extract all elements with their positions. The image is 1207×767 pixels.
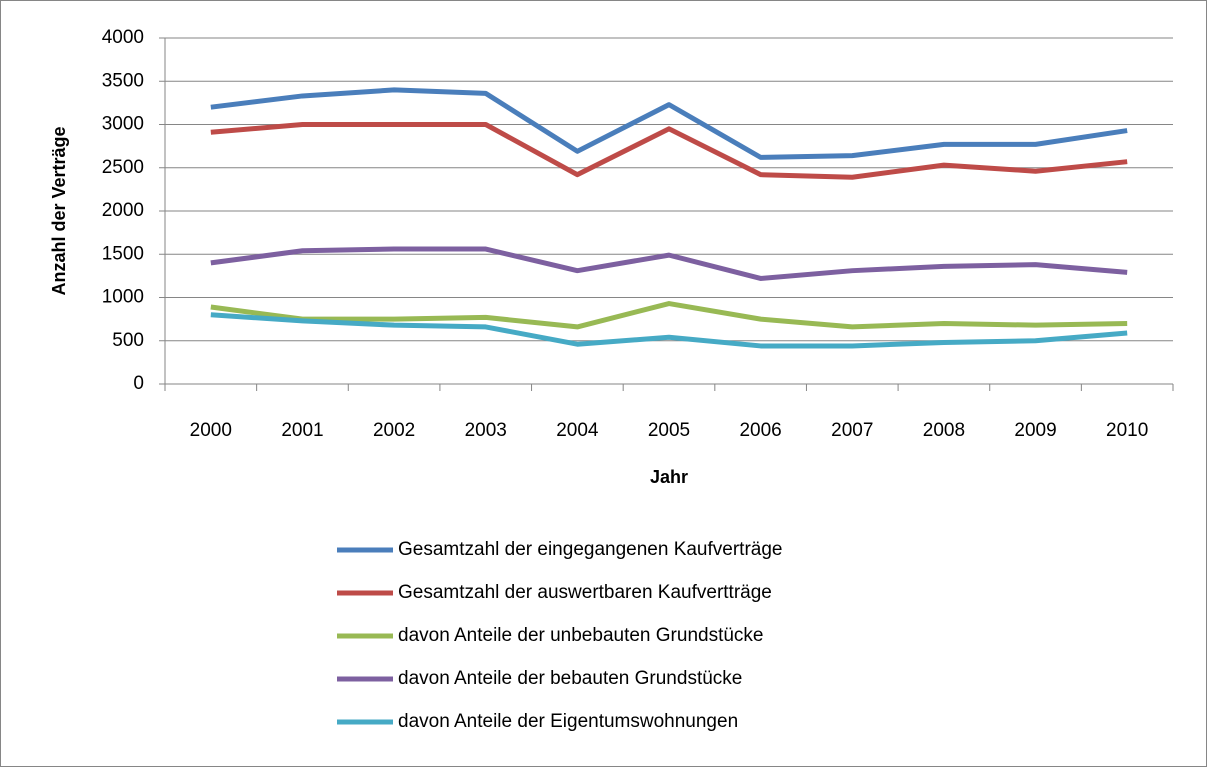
series-line xyxy=(210,246,1128,281)
x-tick-label: 2005 xyxy=(648,420,690,441)
legend-label: davon Anteile der bebauten Grundstücke xyxy=(398,668,742,689)
legend-label: Gesamtzahl der auswertbaren Kaufvertträg… xyxy=(398,582,772,603)
x-tick-label: 2002 xyxy=(373,420,415,441)
y-axis-label: Anzahl der Verträge xyxy=(49,126,69,295)
x-tick-label: 2009 xyxy=(1014,420,1056,441)
y-tick-label: 3000 xyxy=(102,114,144,135)
y-tick-label: 0 xyxy=(133,373,144,394)
legend-label: davon Anteile der Eigentumswohnungen xyxy=(398,711,738,732)
y-tick-label: 2000 xyxy=(102,200,144,221)
x-tick-label: 2004 xyxy=(556,420,599,441)
series-line xyxy=(210,87,1128,160)
x-tick-label: 2007 xyxy=(831,420,873,441)
x-tick-label: 2010 xyxy=(1106,420,1148,441)
legend-label: davon Anteile der unbebauten Grundstücke xyxy=(398,625,764,646)
x-tick-label: 2006 xyxy=(739,420,781,441)
y-tick-label: 500 xyxy=(112,330,144,351)
series-line xyxy=(210,312,1128,349)
x-tick-label: 2008 xyxy=(923,420,965,441)
series-line xyxy=(210,301,1128,330)
x-tick-label: 2003 xyxy=(465,420,507,441)
x-axis-label: Jahr xyxy=(650,467,688,487)
y-tick-label: 4000 xyxy=(102,27,144,48)
y-tick-label: 3500 xyxy=(102,70,144,91)
series-line xyxy=(210,122,1128,180)
y-tick-label: 1500 xyxy=(102,243,144,264)
x-tick-label: 2000 xyxy=(190,420,232,441)
x-tick-label: 2001 xyxy=(281,420,323,441)
y-tick-label: 2500 xyxy=(102,157,144,178)
y-tick-label: 1000 xyxy=(102,287,144,308)
legend-label: Gesamtzahl der eingegangenen Kaufverträg… xyxy=(398,539,782,560)
